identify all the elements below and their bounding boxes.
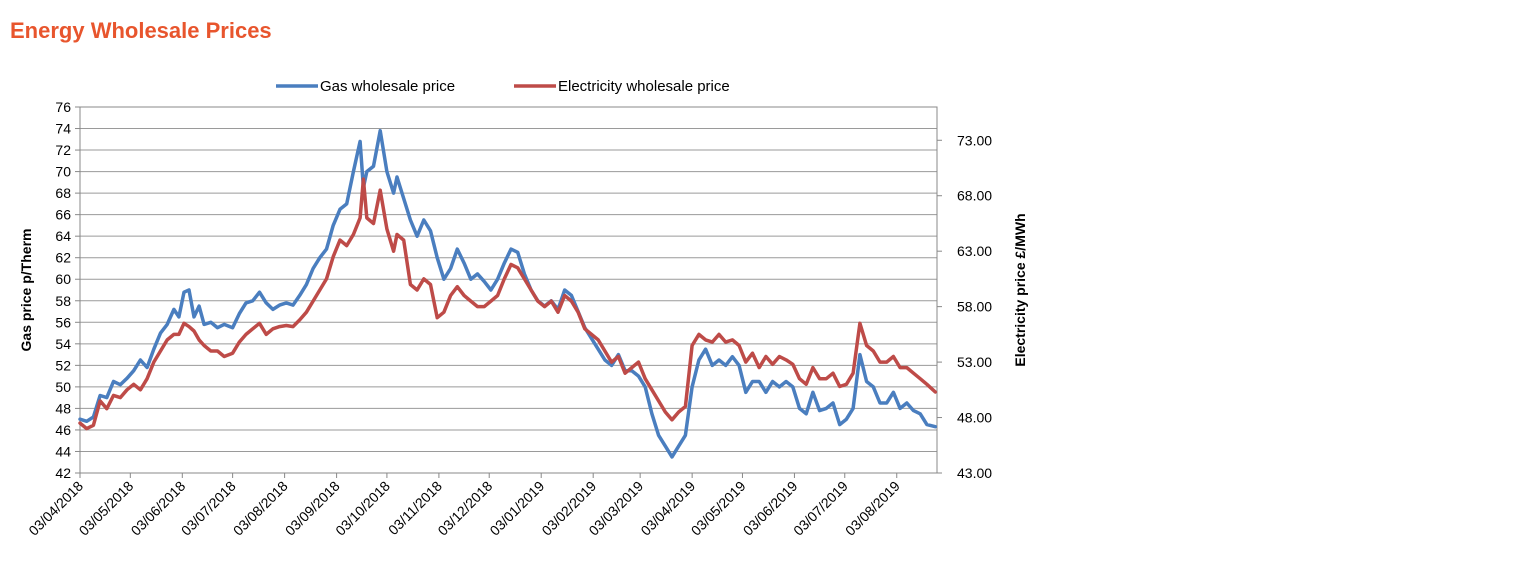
left-axis-title: Gas price p/Therm xyxy=(18,229,34,352)
left-tick-label: 44 xyxy=(55,443,71,459)
x-tick-label: 03/12/2018 xyxy=(434,478,495,539)
left-axis-ticks: 42 44 46 48 50 52 54 56 58 60 62 64 66 68 70 72 74 76 xyxy=(55,99,80,481)
left-tick-label: 66 xyxy=(55,207,71,223)
x-tick-label: 03/08/2019 xyxy=(842,478,903,539)
legend-label: Gas wholesale price xyxy=(320,78,455,95)
legend: Gas wholesale price Electricity wholesale… xyxy=(276,78,730,95)
page-title: Energy Wholesale Prices xyxy=(10,18,272,43)
grid-lines xyxy=(80,106,937,474)
left-tick-label: 54 xyxy=(55,336,71,352)
left-tick-label: 74 xyxy=(55,121,71,137)
right-tick-label: 48.00 xyxy=(957,410,992,426)
x-tick-label: 03/05/2018 xyxy=(76,478,137,539)
series-line-gas xyxy=(78,128,938,459)
right-axis-title: Electricity price £/MWh xyxy=(1012,213,1028,366)
left-tick-label: 50 xyxy=(55,379,71,395)
left-tick-label: 58 xyxy=(55,293,71,309)
left-tick-label: 56 xyxy=(55,314,71,330)
left-tick-label: 72 xyxy=(55,142,71,158)
plot-area-frame xyxy=(79,106,938,474)
left-tick-label: 60 xyxy=(55,271,71,287)
left-tick-label: 64 xyxy=(55,228,71,244)
x-tick-label: 03/10/2018 xyxy=(332,478,393,539)
series-line-electricity xyxy=(78,177,938,431)
x-tick-label: 03/07/2019 xyxy=(790,478,851,539)
left-tick-label: 68 xyxy=(55,185,71,201)
x-tick-label: 03/01/2019 xyxy=(486,478,547,539)
right-tick-label: 53.00 xyxy=(957,354,992,370)
right-tick-label: 68.00 xyxy=(957,188,992,204)
x-axis-ticks: 03/04/201803/05/201803/06/201803/07/2018… xyxy=(25,473,903,539)
legend-label: Electricity wholesale price xyxy=(558,78,730,95)
x-tick-label: 03/08/2018 xyxy=(230,478,291,539)
left-tick-label: 76 xyxy=(55,99,71,115)
right-axis-ticks: 43.00 48.00 53.00 58.00 63.00 68.00 73.00 xyxy=(937,132,992,481)
left-tick-label: 48 xyxy=(55,400,71,416)
left-tick-label: 42 xyxy=(55,465,71,481)
series-lines xyxy=(78,128,938,459)
right-tick-label: 43.00 xyxy=(957,465,992,481)
left-tick-label: 52 xyxy=(55,357,71,373)
left-tick-label: 62 xyxy=(55,250,71,266)
right-tick-label: 58.00 xyxy=(957,299,992,315)
left-tick-label: 70 xyxy=(55,164,71,180)
x-tick-label: 03/05/2019 xyxy=(688,478,749,539)
right-tick-label: 63.00 xyxy=(957,243,992,259)
x-tick-label: 03/07/2018 xyxy=(178,478,239,539)
right-tick-label: 73.00 xyxy=(957,132,992,148)
left-tick-label: 46 xyxy=(55,422,71,438)
